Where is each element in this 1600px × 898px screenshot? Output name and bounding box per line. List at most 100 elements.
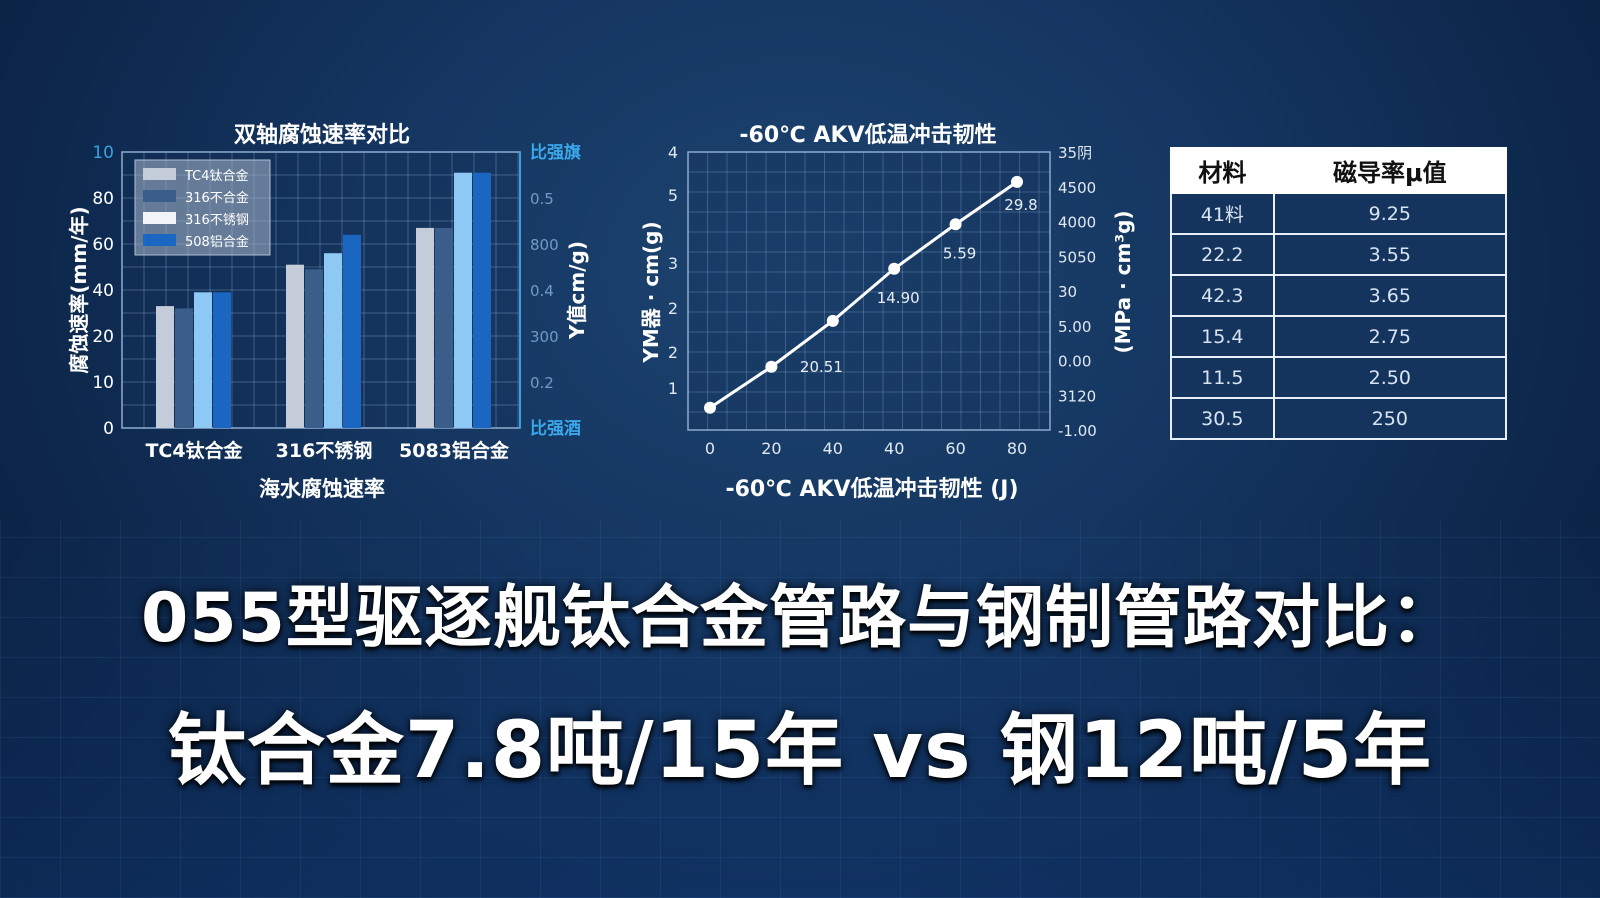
grid-floor-background <box>0 520 1600 898</box>
permeability-table: 材料 磁导率μ值 41料 9.25 22.2 3.55 42.3 3.65 15.4 2.75… <box>1170 147 1508 440</box>
data-point <box>1011 175 1023 188</box>
data-label: 29.8 <box>1004 196 1037 214</box>
x-tick-label: 20 <box>761 439 781 458</box>
y-tick-label: 10 <box>92 373 114 393</box>
x-tick-label: 40 <box>884 439 904 458</box>
legend-label: 508铝合金 <box>185 234 249 250</box>
y-tick-label: 5 <box>668 186 678 205</box>
material-cell: 22.2 <box>1170 233 1275 276</box>
x-tick-label: 80 <box>1007 439 1027 458</box>
permeability-cell: 9.25 <box>1272 192 1508 235</box>
bar <box>473 172 491 428</box>
bar <box>175 308 193 428</box>
line-y-right-axis-label: (MPa · cm³g) <box>1111 210 1135 353</box>
y-right-tick-label: 35阴 <box>1058 144 1092 162</box>
y-right-tick-label: 30 <box>1058 283 1077 301</box>
data-label: 20.51 <box>800 358 843 376</box>
y-right-tick-label: 0.5 <box>530 190 554 208</box>
bar-ticks: 0 10 20 40 60 80 10 比强酒 0.2 300 0.4 800 0.5 比强旗 TC4钛合金… <box>92 142 581 462</box>
bar-series <box>156 172 491 428</box>
y-tick-label: 4 <box>668 143 678 162</box>
y-right-tick-label: 0.4 <box>530 282 554 300</box>
data-point <box>949 218 962 231</box>
x-tick-label: 40 <box>823 439 843 458</box>
data-label: 14.90 <box>877 289 920 307</box>
y-tick-label: 2 <box>668 343 678 362</box>
y-right-tick-label: 比强旗 <box>530 142 581 163</box>
y-tick-label: 0 <box>103 419 114 439</box>
table-row: 41料 9.25 <box>1170 192 1508 235</box>
line-chart-title: -60℃ AKV低温冲击韧性 <box>739 123 996 148</box>
y-right-tick-label: 比强酒 <box>530 418 581 439</box>
permeability-cell: 3.55 <box>1272 233 1508 276</box>
table-header-permeability: 磁导率μ值 <box>1272 147 1508 194</box>
table-row: 30.5 250 <box>1170 397 1508 440</box>
y-right-tick-label: 5050 <box>1058 248 1096 266</box>
y-tick-label: 10 <box>92 143 114 163</box>
bar <box>156 306 174 428</box>
headline-title: 055型驱逐舰钛合金管路与钢制管路对比： <box>141 579 1459 658</box>
y-tick-label: 20 <box>92 327 114 347</box>
legend-swatch <box>143 234 176 246</box>
permeability-cell: 3.65 <box>1272 274 1508 317</box>
y-right-tick-label: 4500 <box>1058 179 1096 197</box>
y-right-tick-label: -1.00 <box>1058 422 1097 440</box>
data-point <box>826 314 839 327</box>
legend-label: 316不锈钢 <box>185 213 249 228</box>
bar-chart-title: 双轴腐蚀速率对比 <box>234 122 410 148</box>
data-point <box>704 401 716 414</box>
line-y-axis-label: YM器 · cm(g) <box>639 221 663 363</box>
line-series: 20.51 14.90 5.59 29.8 <box>704 175 1038 414</box>
y-tick-label: 60 <box>92 235 114 255</box>
bar-chart: 双轴腐蚀速率对比 0 10 20 40 60 80 10 比强酒 0.2 300 0.4 800 0.5… <box>67 122 589 501</box>
y-right-tick-label: 800 <box>530 236 559 254</box>
table-row: 15.4 2.75 <box>1170 315 1508 358</box>
material-cell: 15.4 <box>1170 315 1275 358</box>
y-tick-label: 2 <box>668 299 678 318</box>
material-cell: 11.5 <box>1170 356 1275 399</box>
bar <box>286 264 304 428</box>
permeability-cell: 250 <box>1272 397 1508 440</box>
y-right-tick-label: 0.00 <box>1058 353 1091 371</box>
x-tick-label: TC4钛合金 <box>145 439 243 462</box>
bar <box>435 227 453 428</box>
y-right-tick-label: 3120 <box>1058 387 1096 405</box>
y-tick-label: 40 <box>92 281 114 301</box>
legend-swatch <box>143 168 176 180</box>
bar <box>194 292 212 428</box>
bar-x-axis-label: 海水腐蚀速率 <box>259 477 385 501</box>
table-row: 42.3 3.65 <box>1170 274 1508 317</box>
y-tick-label: 80 <box>92 189 114 209</box>
data-label: 5.59 <box>943 244 976 262</box>
material-cell: 42.3 <box>1170 274 1275 317</box>
x-tick-label: 60 <box>945 439 965 458</box>
line-x-axis-label: -60℃ AKV低温冲击韧性 (J) <box>725 477 1018 502</box>
table-header-material: 材料 <box>1170 147 1275 194</box>
bar <box>454 172 472 428</box>
line-ticks: 0 20 40 40 60 80 1 2 2 3 5 4 -1.00 3120 0.00 5.00 30 5050… <box>668 143 1097 458</box>
bar <box>324 253 342 428</box>
legend-label: 316不合金 <box>185 190 249 206</box>
table-header-row: 材料 磁导率μ值 <box>1170 147 1508 194</box>
headline-subtitle: 钛合金7.8吨/15年 vs 钢12吨/5年 <box>167 706 1433 796</box>
data-point <box>888 262 901 275</box>
x-tick-label: 0 <box>705 439 715 458</box>
y-right-tick-label: 300 <box>530 328 559 346</box>
x-tick-label: 5083铝合金 <box>399 439 510 462</box>
line-chart: -60℃ AKV低温冲击韧性 0 20 40 40 60 80 1 2 2 3 5 4 -1.00 312… <box>639 123 1135 502</box>
y-right-tick-label: 4000 <box>1058 214 1096 232</box>
bar <box>343 234 361 428</box>
legend-swatch <box>143 212 176 224</box>
y-tick-label: 3 <box>668 254 678 273</box>
legend-swatch <box>143 190 176 202</box>
x-tick-label: 316不锈钢 <box>276 440 373 462</box>
table-row: 11.5 2.50 <box>1170 356 1508 399</box>
permeability-cell: 2.75 <box>1272 315 1508 358</box>
material-cell: 41料 <box>1170 192 1275 235</box>
permeability-cell: 2.50 <box>1272 356 1508 399</box>
bar <box>416 227 434 428</box>
y-right-tick-label: 5.00 <box>1058 318 1091 336</box>
bar-legend: TC4钛合金 316不合金 316不锈钢 508铝合金 <box>134 159 271 256</box>
material-cell: 30.5 <box>1170 397 1275 440</box>
